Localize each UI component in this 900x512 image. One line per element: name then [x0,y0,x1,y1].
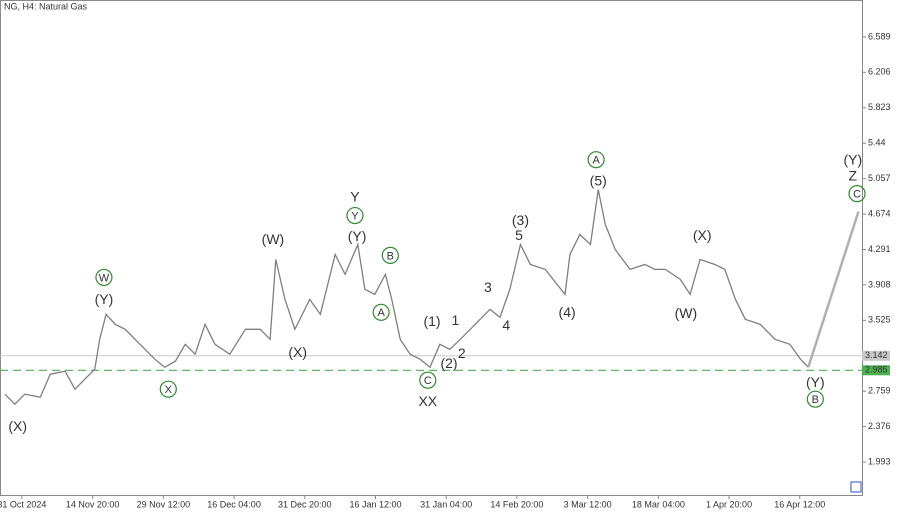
y-tick-label: 3.525 [868,315,891,325]
wave-circle [587,151,605,169]
wave-label: (W) [262,231,285,247]
y-tick-label: 2.376 [868,421,891,431]
y-tick-label: 4.291 [868,244,891,254]
wave-label: (X) [288,344,307,360]
y-tick-label: 1.993 [868,456,891,466]
corner-icon [850,481,862,493]
wave-label: W [99,272,110,284]
y-tick-label: 5.057 [868,173,891,183]
y-tick-label: 4.674 [868,208,891,218]
y-tick-label: 5.823 [868,102,891,112]
wave-circle [346,206,364,225]
wave-label: (X) [693,227,712,243]
wave-label: 2 [458,345,466,361]
x-tick-label: 16 Apr 12:00 [774,499,825,509]
chart-title: NG, H4: Natural Gas [4,1,88,11]
x-tick-label: 18 Mar 04:00 [632,499,685,509]
x-tick-label: 29 Nov 12:00 [137,499,191,509]
wave-label: A [377,307,385,319]
wave-label: (3) [512,212,529,228]
current-price-tag [862,350,890,361]
wave-label: XX [418,393,437,409]
wave-label: 4 [502,317,510,333]
wave-label: (X) [8,418,27,434]
wave-label: (5) [590,172,607,188]
current-price-label: 3.142 [865,350,888,360]
wave-label: (W) [675,305,698,321]
y-tick-label: 6.206 [868,67,891,77]
wave-label: Y [351,210,359,222]
wave-label: X [165,384,173,396]
x-tick-label: 14 Feb 20:00 [490,499,543,509]
wave-circle [848,185,866,203]
wave-label: (Y) [843,151,862,167]
wave-label: 5 [515,227,523,243]
wave-label: 3 [484,279,492,295]
level-tag [862,365,890,376]
wave-circle [806,390,824,408]
x-tick-label: 31 Jan 04:00 [420,499,472,509]
x-tick-label: 3 Mar 12:00 [564,499,612,509]
wave-label: (1) [423,313,440,329]
x-tick-label: 31 Dec 20:00 [278,499,332,509]
x-tick-label: 16 Jan 12:00 [349,499,401,509]
wave-label: (2) [440,355,457,371]
wave-circle [372,303,390,321]
y-tick-label: 6.589 [868,31,891,41]
wave-circle [381,246,399,265]
y-tick-label: 3.908 [868,279,891,289]
plot-frame [0,0,863,496]
x-tick-label: 31 Oct 2024 [0,499,46,509]
y-tick-label: 5.44 [868,138,886,148]
wave-circle [159,380,177,398]
wave-label: Y [350,188,360,204]
x-tick-label: 1 Apr 20:00 [706,499,752,509]
wave-label: (4) [559,304,576,320]
price-line [4,189,809,406]
wave-label: 1 [451,312,459,328]
wave-label: B [812,394,819,406]
wave-label: (Y) [806,374,825,390]
y-tick-label: 2.759 [868,386,891,396]
level-label: 2.985 [865,365,888,375]
wave-label: A [592,155,600,167]
wave-label: Z [849,167,858,183]
wave-label: (Y) [95,291,114,307]
wave-label: C [853,189,861,201]
x-tick-label: 16 Dec 04:00 [207,499,261,509]
x-tick-label: 14 Nov 20:00 [66,499,120,509]
projection-line [807,211,860,368]
wave-circle [95,268,113,287]
wave-label: (Y) [348,228,367,244]
wave-label: B [387,250,394,262]
wave-label: C [424,375,432,387]
wave-circle [419,371,437,389]
